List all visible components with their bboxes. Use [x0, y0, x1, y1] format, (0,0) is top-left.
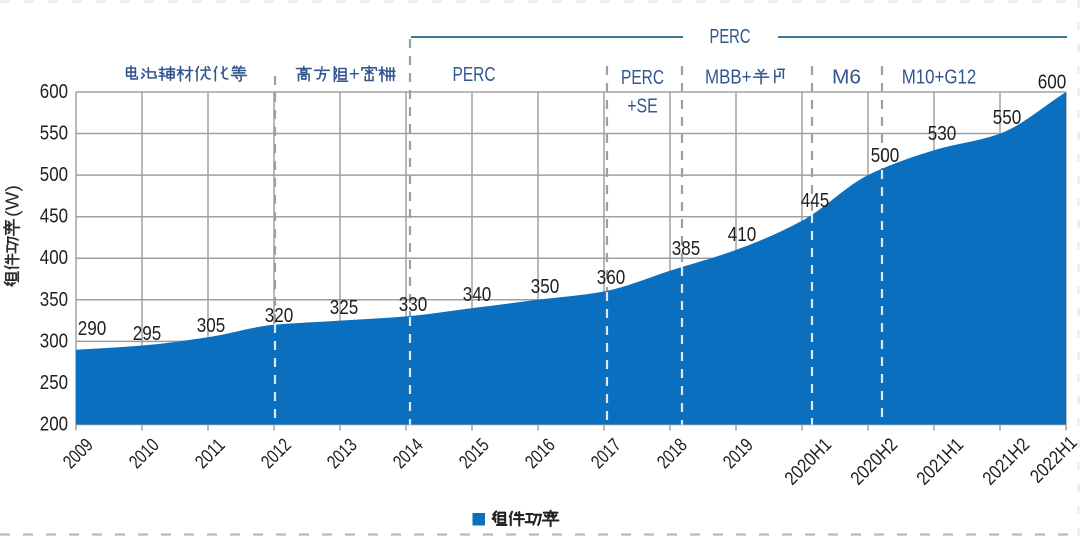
svg-text:410: 410 — [728, 224, 757, 246]
svg-text:305: 305 — [197, 315, 226, 337]
svg-text:2010: 2010 — [125, 435, 163, 473]
svg-text:200: 200 — [40, 414, 68, 436]
svg-text:2012: 2012 — [257, 435, 295, 473]
svg-text:2021H2: 2021H2 — [979, 434, 1034, 489]
svg-text:2022H1: 2022H1 — [1026, 432, 1080, 487]
svg-text:2009: 2009 — [59, 435, 97, 473]
svg-text:385: 385 — [672, 238, 701, 260]
svg-text:2021H1: 2021H1 — [913, 434, 968, 489]
svg-text:2015: 2015 — [455, 435, 493, 473]
svg-text:2017: 2017 — [587, 435, 625, 473]
svg-text:295: 295 — [133, 323, 162, 345]
svg-text:500: 500 — [871, 145, 900, 167]
svg-text:350: 350 — [531, 276, 560, 298]
svg-text:2018: 2018 — [653, 435, 691, 473]
svg-text:300: 300 — [40, 330, 68, 352]
svg-text:550: 550 — [40, 123, 68, 145]
svg-text:320: 320 — [265, 305, 294, 327]
svg-text:530: 530 — [928, 123, 957, 145]
svg-text:2016: 2016 — [521, 435, 559, 473]
svg-text:2019: 2019 — [719, 435, 757, 473]
svg-text:PERC: PERC — [710, 26, 751, 48]
svg-text:250: 250 — [40, 372, 68, 394]
svg-text:330: 330 — [399, 294, 428, 316]
svg-text:445: 445 — [801, 190, 830, 212]
svg-text:290: 290 — [78, 318, 107, 340]
svg-text:PERC: PERC — [621, 66, 664, 89]
svg-text:(W): (W) — [3, 185, 23, 217]
svg-text:2014: 2014 — [389, 435, 427, 473]
svg-text:600: 600 — [1038, 72, 1067, 94]
svg-text:500: 500 — [40, 164, 68, 186]
svg-text:400: 400 — [40, 247, 68, 269]
svg-text:+SE: +SE — [627, 94, 658, 117]
svg-text:360: 360 — [597, 267, 626, 289]
svg-text:MBB+: MBB+ — [705, 66, 752, 89]
svg-text:340: 340 — [463, 284, 492, 306]
svg-text:325: 325 — [330, 297, 359, 319]
svg-text:550: 550 — [993, 107, 1022, 129]
svg-text:+: + — [349, 64, 360, 85]
svg-text:350: 350 — [40, 289, 68, 311]
svg-text:2011: 2011 — [191, 435, 229, 473]
svg-text:600: 600 — [40, 81, 68, 103]
svg-text:M6: M6 — [832, 66, 861, 89]
svg-text:2013: 2013 — [323, 435, 361, 473]
svg-text:PERC: PERC — [453, 63, 496, 86]
svg-text:2020H2: 2020H2 — [847, 434, 902, 489]
svg-text:450: 450 — [40, 206, 68, 228]
svg-text:M10+G12: M10+G12 — [902, 66, 977, 89]
svg-text:2020H1: 2020H1 — [781, 434, 836, 489]
